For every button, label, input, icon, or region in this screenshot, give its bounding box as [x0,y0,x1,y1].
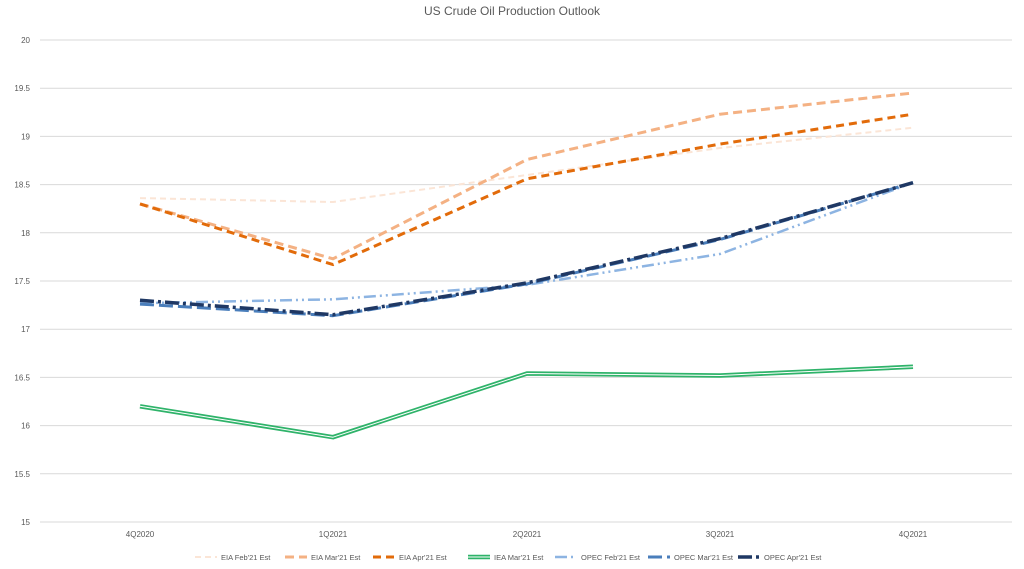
series-line-inner [139,366,914,438]
gridlines [40,39,1012,523]
y-tick-label: 15 [21,518,30,527]
y-axis-ticks: 15 15.5 16 16.5 17 17.5 18 18.5 19 19.5 20 [14,36,30,527]
y-tick-label: 17.5 [14,277,30,286]
series-line [139,181,914,317]
y-tick-label: 19.5 [14,84,30,93]
y-tick-label: 18 [21,229,30,238]
legend-label: EIA Mar'21 Est [311,553,361,562]
y-tick-label: 15.5 [14,470,30,479]
x-tick-label: 1Q2021 [319,530,348,539]
legend-label: IEA Mar'21 Est [494,553,544,562]
legend-label: OPEC Mar'21 Est [674,553,734,562]
x-tick-label: 4Q2021 [899,530,928,539]
x-tick-label: 3Q2021 [706,530,735,539]
legend-label: OPEC Feb'21 Est [581,553,641,562]
series-line [139,126,914,203]
series-line [139,181,914,318]
y-tick-label: 19 [21,132,30,141]
legend-label: OPEC Apr'21 Est [764,553,822,562]
series-line [139,91,914,261]
x-tick-label: 4Q2020 [126,530,155,539]
legend: EIA Feb'21 Est EIA Mar'21 Est EIA Apr'21 E… [195,553,822,562]
y-tick-label: 18.5 [14,181,30,190]
y-tick-label: 16.5 [14,373,30,382]
y-tick-label: 20 [21,36,30,45]
y-tick-label: 16 [21,422,30,431]
legend-label: EIA Apr'21 Est [399,553,448,562]
series-line [139,112,914,267]
chart-title: US Crude Oil Production Outlook [423,4,601,18]
x-axis-ticks: 4Q2020 1Q2021 2Q2021 3Q2021 4Q2021 [126,530,928,539]
series-lines [139,91,914,440]
legend-label: EIA Feb'21 Est [221,553,271,562]
y-tick-label: 17 [21,325,30,334]
x-tick-label: 2Q2021 [513,530,542,539]
